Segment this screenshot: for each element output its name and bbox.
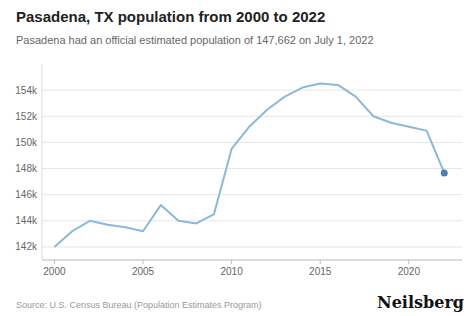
grid-line (42, 168, 462, 169)
x-tick (143, 260, 144, 264)
x-tick-label: 2005 (132, 266, 155, 277)
x-tick-label: 2020 (398, 266, 421, 277)
x-tick-label: 2015 (309, 266, 332, 277)
grid-line (42, 90, 462, 91)
x-tick (54, 260, 55, 264)
y-tick-label: 146k (15, 189, 38, 200)
point (441, 169, 448, 176)
y-tick-label: 150k (15, 137, 38, 148)
marks (54, 84, 447, 247)
x-tick-label: 2010 (220, 266, 243, 277)
x-tick (408, 260, 409, 264)
source: Source: U.S. Census Bureau (Population E… (16, 300, 262, 310)
grid-line (42, 142, 462, 143)
y-tick-label: 148k (15, 163, 38, 174)
grid-line (42, 246, 462, 247)
subtitle: Pasadena had an official estimated popul… (16, 34, 374, 46)
grid-line (42, 220, 462, 221)
grid-line (42, 116, 462, 117)
line (54, 84, 444, 247)
chart: Pasadena, TX population from 2000 to 202… (0, 0, 474, 316)
grid-line (42, 194, 462, 195)
background (0, 0, 474, 316)
x-tick (320, 260, 321, 264)
y-tick-label: 142k (15, 241, 38, 252)
x-axis-line (42, 260, 462, 261)
y-axis-line (42, 64, 43, 260)
y-tick-label: 152k (15, 111, 38, 122)
y-tick-label: 154k (15, 85, 38, 96)
x-tick-label: 2000 (43, 266, 66, 277)
x-tick (231, 260, 232, 264)
branding: Neilsberg (377, 293, 464, 312)
title: Pasadena, TX population from 2000 to 202… (16, 8, 325, 25)
y-tick-label: 144k (15, 215, 38, 226)
